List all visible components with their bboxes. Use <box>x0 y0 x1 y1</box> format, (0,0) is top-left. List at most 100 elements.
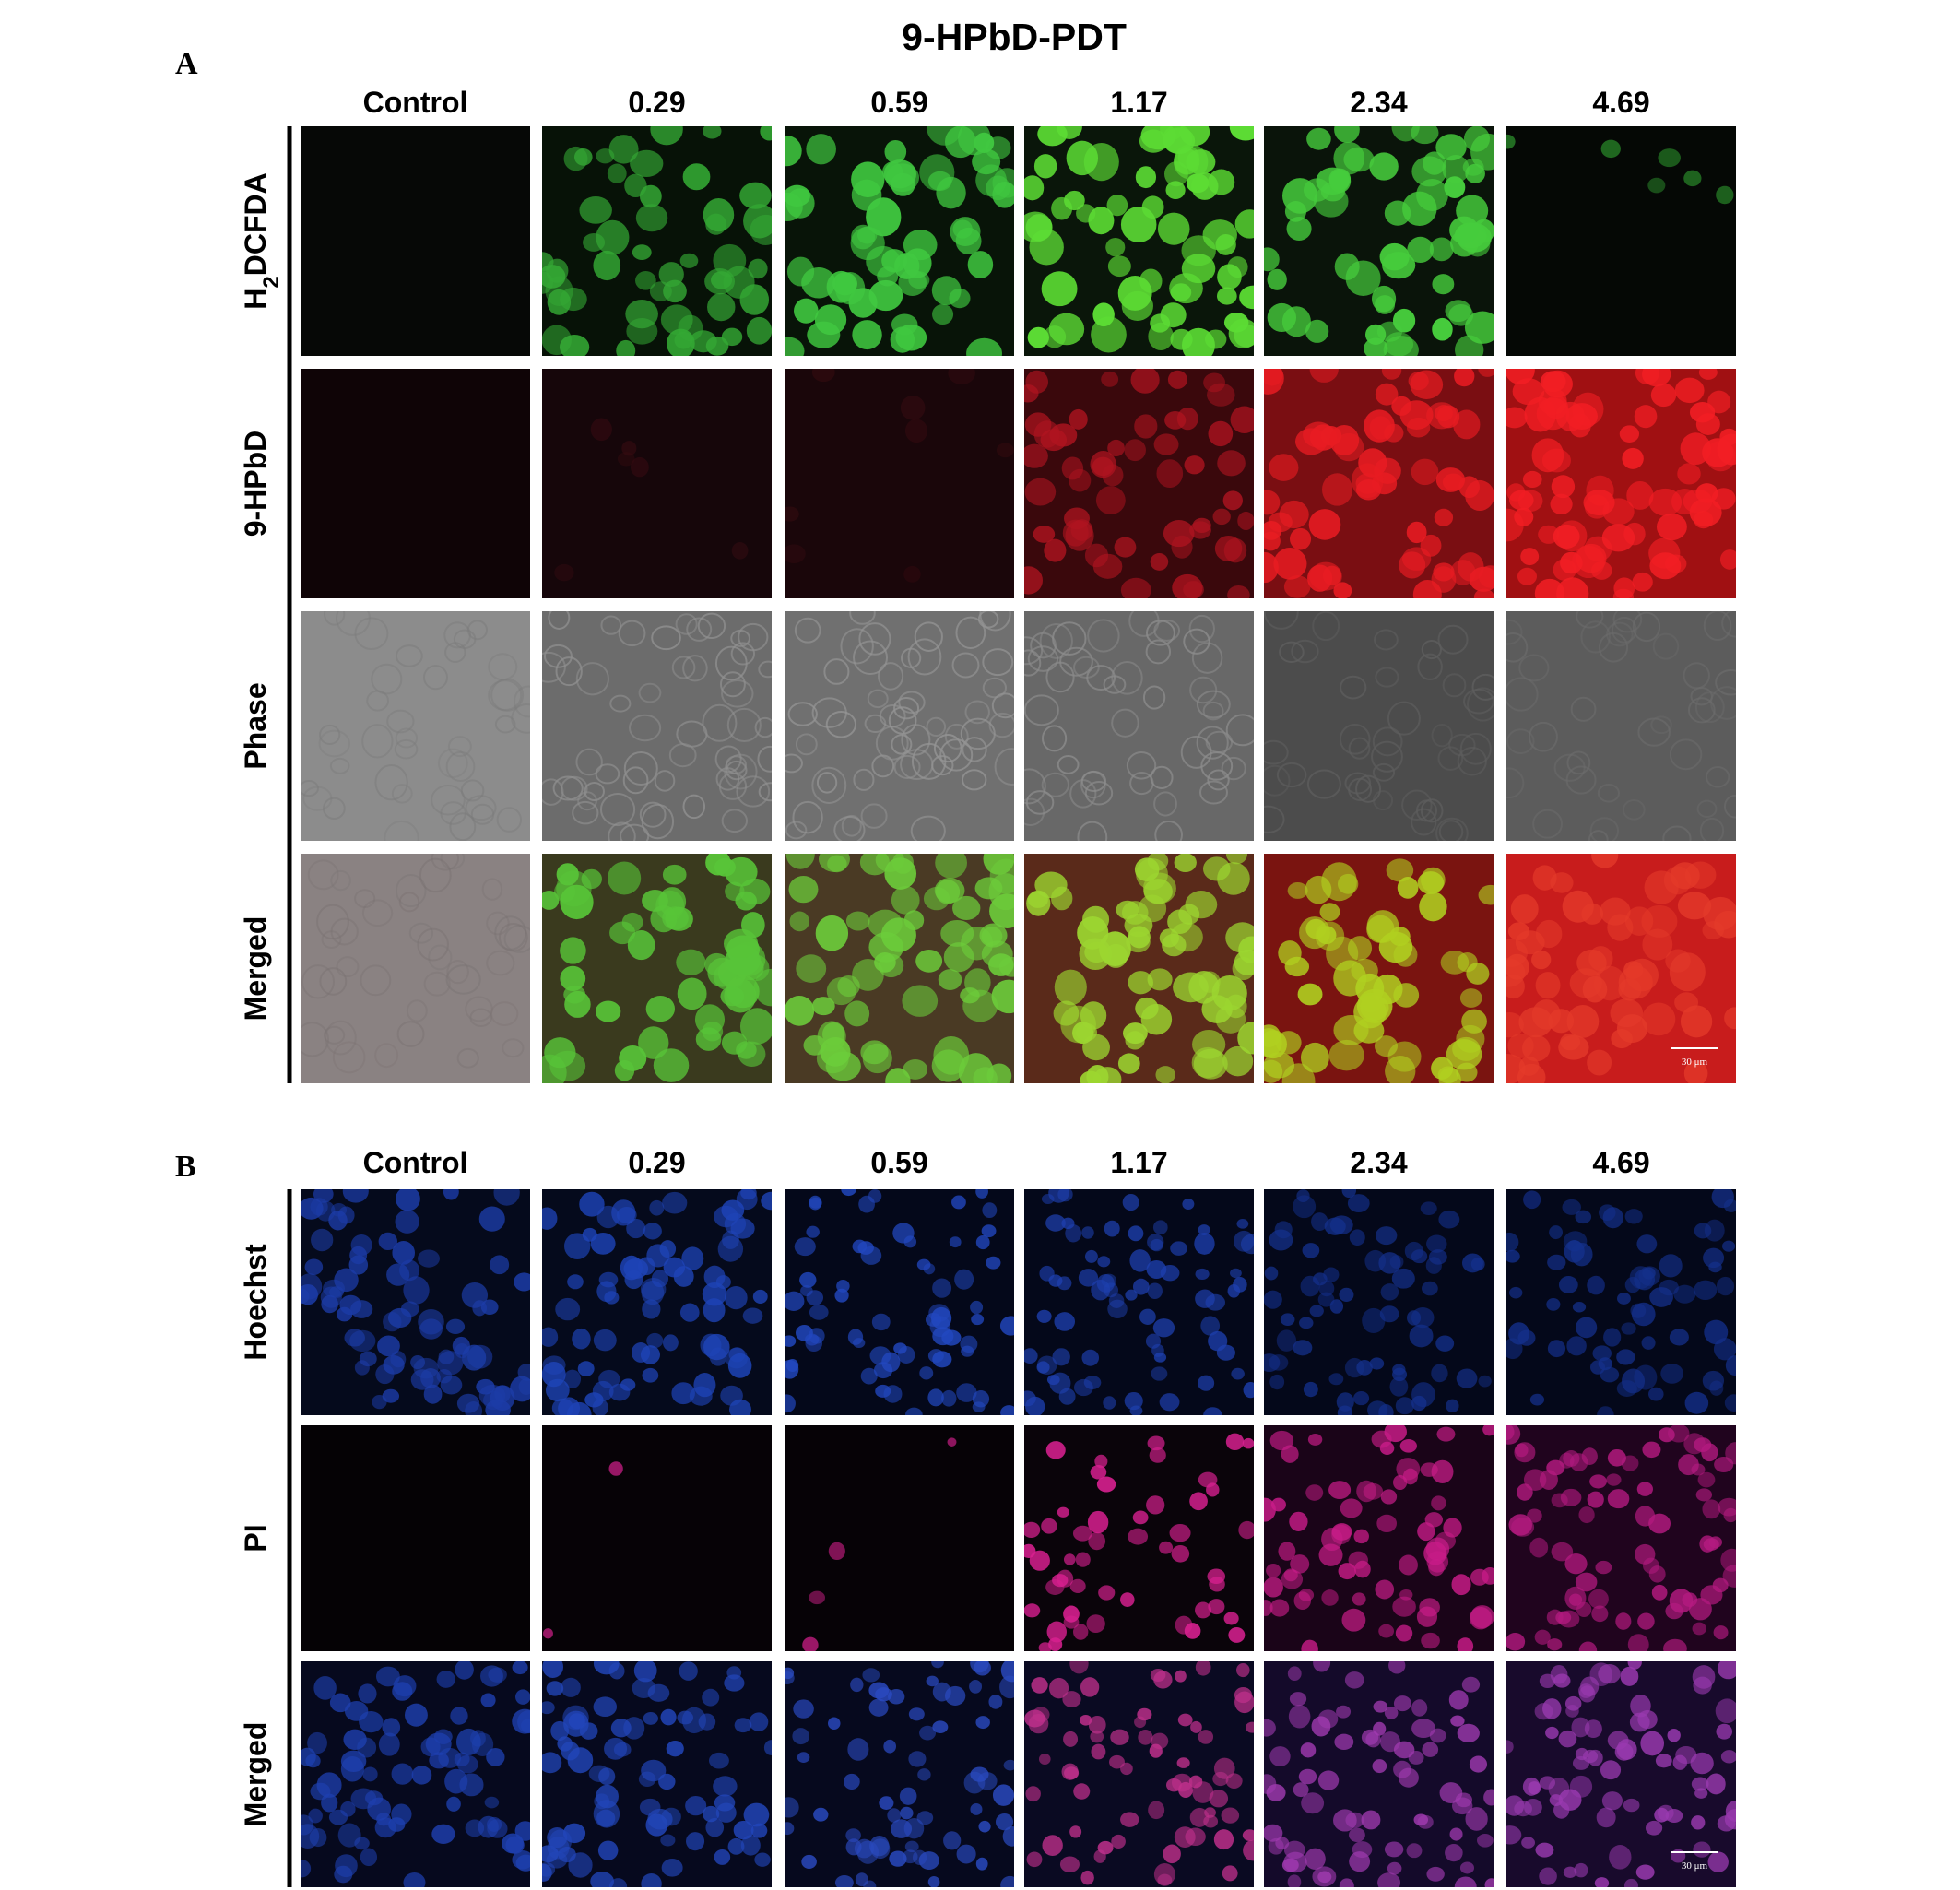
cell <box>466 620 489 641</box>
cell <box>595 763 620 785</box>
cell <box>1361 1729 1379 1745</box>
cell <box>1596 1807 1616 1828</box>
cell <box>1002 1825 1014 1847</box>
cell <box>1471 673 1494 701</box>
cell <box>826 976 856 1006</box>
cell <box>1340 675 1367 700</box>
tile-background <box>1506 126 1736 356</box>
cell <box>1387 1041 1422 1072</box>
cell <box>1069 1578 1086 1593</box>
cell <box>1369 416 1392 440</box>
micrograph-tile <box>785 611 1014 841</box>
cell <box>1589 1474 1607 1489</box>
cell <box>1264 531 1281 551</box>
micrograph-tile: 30 μm <box>1506 1661 1736 1887</box>
cell <box>1138 1730 1153 1745</box>
cell <box>596 1809 616 1827</box>
cell <box>681 1246 704 1270</box>
cells <box>1506 611 1736 841</box>
cell <box>1621 1322 1636 1335</box>
cell <box>1459 988 1482 1008</box>
cell <box>319 724 341 746</box>
cell <box>1184 455 1205 475</box>
row-label-text: Merged <box>239 916 272 1022</box>
cell <box>1229 126 1254 141</box>
cell <box>666 1740 684 1757</box>
cell <box>1699 817 1725 841</box>
cell <box>378 1232 398 1251</box>
cell <box>1353 1529 1369 1544</box>
cell <box>395 727 419 749</box>
cell <box>1663 1638 1687 1651</box>
cell <box>1264 1600 1273 1616</box>
cell <box>1580 620 1611 654</box>
cell <box>1693 1676 1712 1695</box>
cell <box>502 1038 525 1058</box>
cells <box>1506 1189 1736 1415</box>
cell <box>638 1026 669 1059</box>
cell <box>1152 1318 1175 1338</box>
cell <box>869 1836 890 1857</box>
cell <box>301 1283 318 1305</box>
cell <box>785 821 808 840</box>
cell <box>1412 580 1442 598</box>
cell <box>1478 1375 1492 1388</box>
cell <box>900 395 926 420</box>
cell <box>1591 1605 1609 1623</box>
cell <box>443 1189 459 1200</box>
cell <box>542 1207 558 1230</box>
cell <box>446 1796 461 1812</box>
cell <box>1469 566 1494 592</box>
cell <box>904 419 928 443</box>
cell <box>1694 1437 1712 1452</box>
cell <box>1032 1707 1050 1722</box>
cell <box>1075 1552 1091 1567</box>
cell <box>1069 408 1088 430</box>
cell <box>1217 264 1242 290</box>
cell <box>1269 454 1299 481</box>
cell <box>1091 316 1127 353</box>
cell <box>488 1667 507 1683</box>
cell <box>1321 862 1357 902</box>
cell <box>635 204 668 232</box>
cell <box>856 226 878 244</box>
cell <box>1584 1719 1602 1738</box>
cell <box>318 729 350 758</box>
cell <box>1438 1210 1460 1229</box>
cell <box>1640 1731 1665 1756</box>
cell <box>1039 1265 1055 1282</box>
cell <box>1387 701 1421 736</box>
row-label-text: DCFDA <box>239 172 272 276</box>
cell <box>893 754 921 779</box>
cell <box>572 1328 591 1350</box>
cell <box>964 700 990 725</box>
column-header: 0.59 <box>870 1146 927 1179</box>
cell <box>1411 1719 1435 1738</box>
micrograph-tile <box>1024 1661 1254 1887</box>
cell <box>1566 750 1591 775</box>
cell <box>966 337 1002 356</box>
cell <box>1442 155 1470 183</box>
cell <box>1046 1621 1067 1643</box>
cell <box>1000 1875 1014 1887</box>
cell <box>746 316 772 345</box>
cell <box>590 1232 616 1255</box>
cells <box>301 1661 530 1887</box>
cell <box>584 782 605 802</box>
cell <box>1431 723 1453 748</box>
micrograph-tile <box>301 369 530 598</box>
cell <box>958 126 991 156</box>
cell <box>1658 148 1681 168</box>
cell <box>1207 1568 1226 1585</box>
cell <box>1578 1685 1596 1703</box>
cell <box>1551 1542 1574 1562</box>
cell <box>1129 1405 1143 1415</box>
cell <box>1230 1268 1242 1279</box>
cell <box>1311 1716 1331 1737</box>
cell <box>840 628 874 665</box>
cell <box>1716 1276 1735 1296</box>
cell <box>1595 1560 1612 1575</box>
cell <box>1669 1329 1689 1346</box>
cell <box>419 857 452 893</box>
cell <box>639 801 667 828</box>
